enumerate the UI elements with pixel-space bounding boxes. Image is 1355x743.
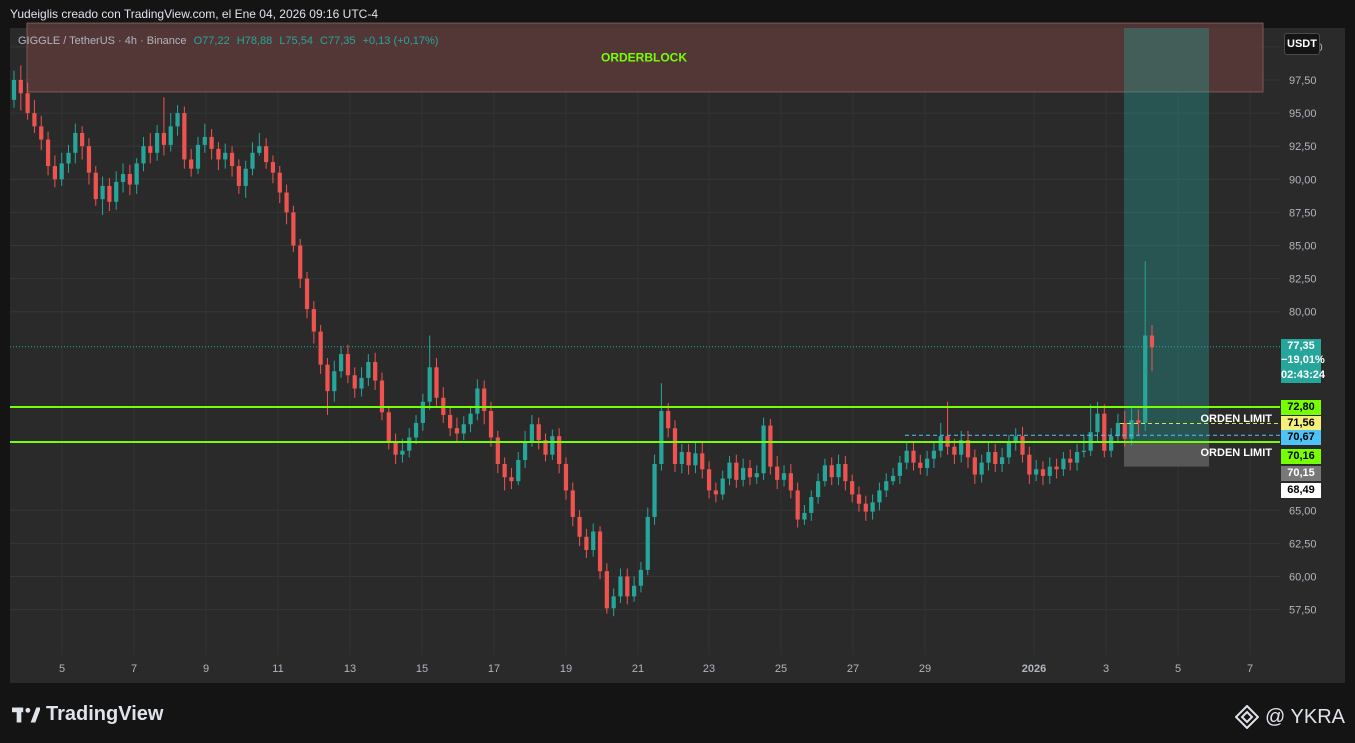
- binance-diamond-icon: [1235, 705, 1260, 729]
- tradingview-logo-icon: [12, 707, 40, 722]
- attribution-text: Yudeiglis creado con TradingView.com, el…: [10, 7, 379, 21]
- legend-close: C77,35: [320, 35, 356, 47]
- upper-limit-tag: 72,80: [1281, 399, 1321, 415]
- white-level-tag-line: 68,49: [1287, 484, 1315, 497]
- gray-level-tag: 70,15: [1281, 466, 1321, 482]
- gray-level-tag-line: 70,15: [1287, 467, 1315, 480]
- white-level-tag: 68,49: [1281, 483, 1321, 499]
- legend-change: +0,13 (+0,17%): [362, 35, 439, 47]
- mid-dashed-tag-line: 71,56: [1287, 416, 1315, 429]
- blue-level-tag: 70,67: [1281, 429, 1321, 445]
- header-bar: Yudeiglis creado con TradingView.com, el…: [0, 0, 1355, 28]
- mid-dashed-tag: 71,56: [1281, 415, 1321, 431]
- currency-button[interactable]: USDT: [1284, 33, 1320, 55]
- chart-pane[interactable]: [10, 28, 1280, 683]
- tradingview-logo[interactable]: TradingView: [12, 703, 163, 726]
- legend-symbol: GIGGLE / TetherUS · 4h · Binance: [18, 35, 187, 47]
- watermark-text: @ YKRA: [1265, 705, 1345, 728]
- footer-bar: [0, 683, 1355, 743]
- lower-limit-tag-line: 70,16: [1287, 450, 1315, 463]
- last-price-tag-line: 77,35: [1287, 339, 1315, 352]
- tradingview-brand: TradingView: [46, 703, 164, 725]
- legend-low: L75,54: [279, 35, 313, 47]
- upper-limit-tag-line: 72,80: [1287, 400, 1315, 413]
- watermark: @ YKRA: [1235, 705, 1345, 729]
- blue-level-tag-line: 70,67: [1287, 430, 1315, 443]
- last-price-tag-line: 02:43:24: [1281, 369, 1326, 382]
- legend-open: O77,22: [193, 35, 230, 47]
- last-price-tag: 77,35 −19,01% 02:43:24: [1281, 338, 1326, 383]
- legend-high: H78,88: [236, 35, 273, 47]
- symbol-legend: GIGGLE / TetherUS · 4h · Binance O77,22 …: [18, 35, 442, 47]
- lower-limit-tag: 70,16: [1281, 449, 1321, 465]
- last-price-tag-line: −19,01%: [1281, 354, 1325, 367]
